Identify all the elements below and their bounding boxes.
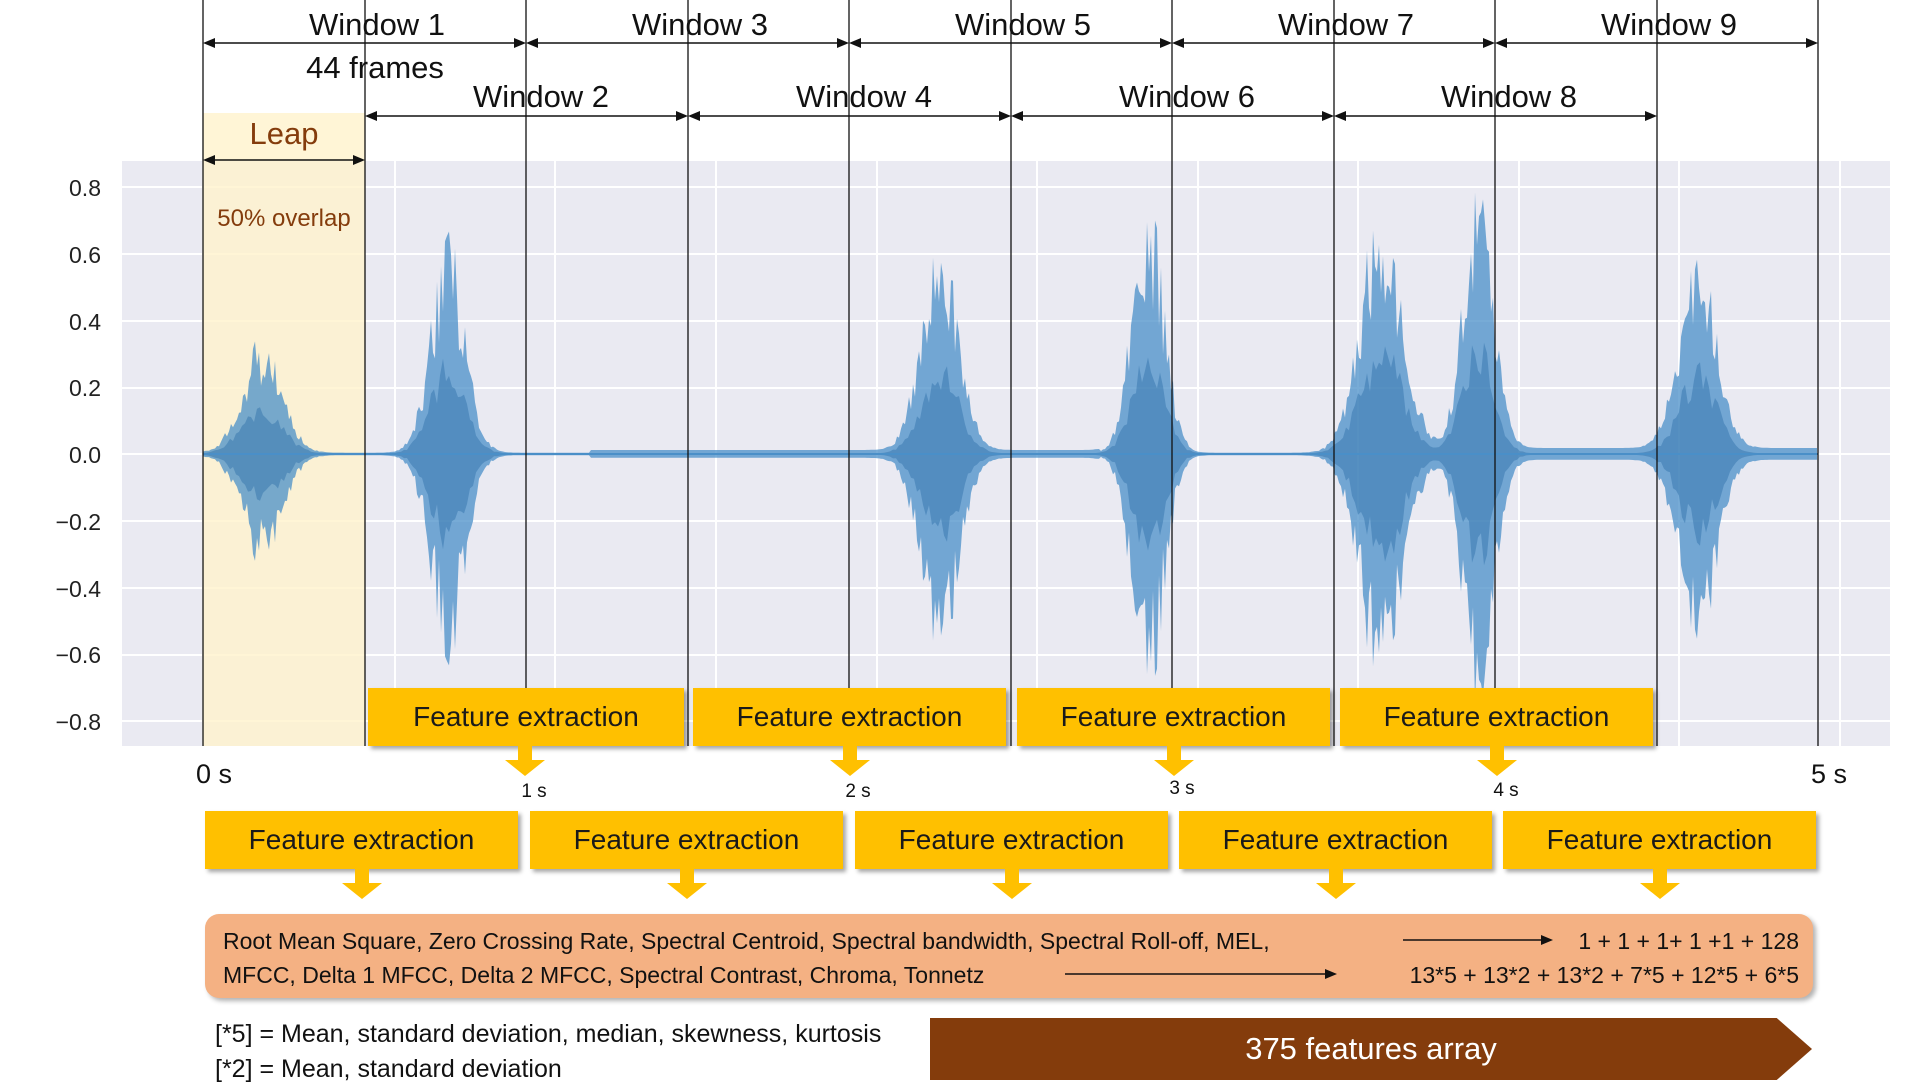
feature-extraction-box: Feature extraction xyxy=(205,811,518,869)
window-labels-bottom: Window 2 Window 4 Window 6 Window 8 xyxy=(473,79,1577,114)
y-tick-label: −0.2 xyxy=(56,509,101,535)
window-label: Window 7 xyxy=(1278,7,1414,42)
down-arrow-icon xyxy=(1640,883,1680,899)
feature-extraction-box: Feature extraction xyxy=(368,688,684,746)
time-label: 0 s xyxy=(196,759,232,789)
down-arrow-icon xyxy=(1167,746,1181,760)
window-label: Window 9 xyxy=(1601,7,1737,42)
feature-list-line-1: Root Mean Square, Zero Crossing Rate, Sp… xyxy=(223,928,1270,954)
down-arrow-icon xyxy=(1477,760,1517,776)
y-tick-label: 0.4 xyxy=(69,309,101,335)
down-arrow-icon xyxy=(342,883,382,899)
window-labels-top: Window 1 Window 3 Window 5 Window 7 Wind… xyxy=(309,7,1737,42)
down-arrow-icon xyxy=(843,746,857,760)
down-arrow-icon xyxy=(830,760,870,776)
y-tick-label: 0.8 xyxy=(69,175,101,201)
feature-extraction-box: Feature extraction xyxy=(530,811,843,869)
down-arrow-icon xyxy=(1316,883,1356,899)
down-arrow-icon xyxy=(1490,746,1504,760)
down-arrow-icon xyxy=(992,883,1032,899)
feature-count-line-1: 1 + 1 + 1+ 1 +1 + 128 xyxy=(1578,928,1799,954)
down-arrow-icon xyxy=(1005,869,1019,883)
window-label: Window 4 xyxy=(796,79,932,114)
leap-label: Leap xyxy=(250,116,319,151)
feature-extraction-box: Feature extraction xyxy=(1179,811,1492,869)
feature-extraction-box: Feature extraction xyxy=(1017,688,1330,746)
frames-label: 44 frames xyxy=(306,50,444,85)
y-tick-label: 0.0 xyxy=(69,442,101,468)
feature-list-line-2: MFCC, Delta 1 MFCC, Delta 2 MFCC, Spectr… xyxy=(223,962,985,988)
feature-extraction-box: Feature extraction xyxy=(855,811,1168,869)
feature-extraction-box: Feature extraction xyxy=(693,688,1006,746)
features-panel: Root Mean Square, Zero Crossing Rate, Sp… xyxy=(205,914,1813,998)
time-label: 5 s xyxy=(1811,759,1847,789)
down-arrow-icon xyxy=(355,869,369,883)
time-label: 1 s xyxy=(521,781,546,802)
legend-line-2: [*2] = Mean, standard deviation xyxy=(215,1055,562,1083)
y-tick-label: −0.6 xyxy=(56,642,101,668)
down-arrow-icon xyxy=(518,746,532,760)
y-tick-label: 0.6 xyxy=(69,242,101,268)
result-arrow: 375 features array xyxy=(930,1018,1812,1080)
window-arrows xyxy=(203,38,1818,165)
window-label: Window 3 xyxy=(632,7,768,42)
time-label: 3 s xyxy=(1169,778,1194,799)
arrow-icon xyxy=(1403,935,1553,945)
down-arrow-icon xyxy=(505,760,545,776)
down-arrow-icon xyxy=(680,869,694,883)
y-axis-ticks: 0.8 0.6 0.4 0.2 0.0 −0.2 −0.4 −0.6 −0.8 xyxy=(56,175,102,735)
overlap-label: 50% overlap xyxy=(217,205,350,232)
down-arrow-icon xyxy=(1154,760,1194,776)
y-tick-label: −0.8 xyxy=(56,709,101,735)
down-arrow-icon xyxy=(667,883,707,899)
window-boundaries xyxy=(202,0,1819,746)
y-tick-label: 0.2 xyxy=(69,375,101,401)
window-label: Window 1 xyxy=(309,7,445,42)
feature-extraction-box: Feature extraction xyxy=(1503,811,1816,869)
time-label: 4 s xyxy=(1493,780,1518,801)
window-label: Window 2 xyxy=(473,79,609,114)
window-label: Window 5 xyxy=(955,7,1091,42)
down-arrow-icon xyxy=(1329,869,1343,883)
result-label: 375 features array xyxy=(1245,1031,1497,1066)
time-label: 2 s xyxy=(845,781,870,802)
y-tick-label: −0.4 xyxy=(56,576,102,602)
window-label: Window 6 xyxy=(1119,79,1255,114)
feature-count-line-2: 13*5 + 13*2 + 13*2 + 7*5 + 12*5 + 6*5 xyxy=(1409,962,1799,988)
down-arrow-icon xyxy=(1653,869,1667,883)
feature-extraction-box: Feature extraction xyxy=(1340,688,1653,746)
legend-line-1: [*5] = Mean, standard deviation, median,… xyxy=(215,1020,882,1048)
arrow-icon xyxy=(1065,969,1337,979)
window-label: Window 8 xyxy=(1441,79,1577,114)
